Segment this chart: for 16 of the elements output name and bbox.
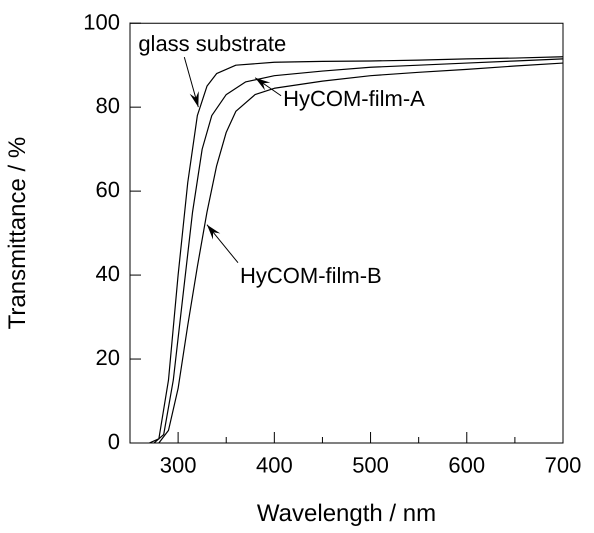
x-tick-label: 300 [160,452,196,478]
y-tick-label: 100 [83,9,120,34]
x-tick-label: 600 [448,452,486,478]
x-axis-title: Wavelength / nm [256,500,436,528]
annotation: HyCOM-film-B [240,262,382,288]
y-tick-label: 20 [96,345,120,370]
x-tick-label: 700 [544,452,582,478]
annotation: glass substrate [138,31,286,56]
y-axis-title: Transmittance / % [4,136,32,330]
x-tick-label: 500 [352,452,389,478]
y-tick-label: 0 [108,429,120,454]
y-tick-label: 60 [96,177,120,202]
y-tick-label: 80 [96,93,120,118]
annotation: HyCOM-film-A [283,86,426,111]
y-tick-label: 40 [96,261,120,286]
x-tick-label: 400 [256,452,293,478]
